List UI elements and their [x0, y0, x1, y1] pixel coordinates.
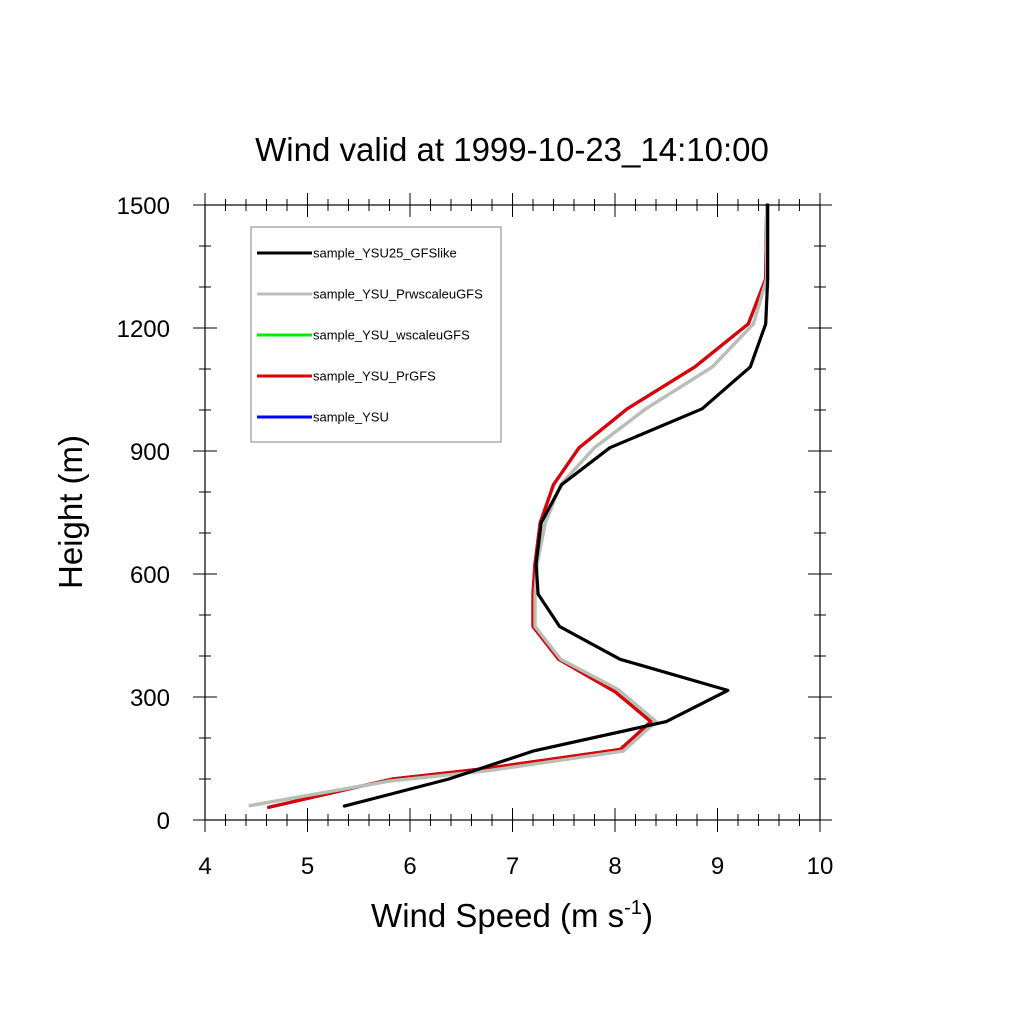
- y-tick-label: 900: [130, 439, 170, 466]
- x-tick-label: 5: [301, 853, 314, 880]
- x-tick-labels: 4 5 6 7 8 9 10: [198, 853, 833, 880]
- x-tick-label: 9: [711, 853, 724, 880]
- x-tick-label: 8: [608, 853, 621, 880]
- legend-items: sample_YSU25_GFSlike sample_YSU_Prwscaleu…: [257, 246, 483, 425]
- legend-label: sample_YSU_PrGFS: [313, 369, 436, 384]
- series-layer: [248, 203, 770, 809]
- y-tick-label: 600: [130, 562, 170, 589]
- legend: sample_YSU25_GFSlike sample_YSU_Prwscaleu…: [250, 226, 502, 443]
- chart-title: Wind valid at 1999-10-23_14:10:00: [255, 131, 769, 168]
- x-tick-label: 4: [198, 853, 211, 880]
- x-tick-label: 10: [807, 853, 834, 880]
- legend-label: sample_YSU: [313, 410, 389, 425]
- y-tick-label: 300: [130, 685, 170, 712]
- legend-label: sample_YSU_PrwscaleuGFS: [313, 287, 483, 302]
- x-axis-label-close: ): [642, 897, 653, 934]
- legend-label: sample_YSU_wscaleuGFS: [313, 328, 470, 343]
- x-axis-label-main: Wind Speed (m s: [371, 897, 624, 934]
- series-line-sample_YSU_PrGFS: [267, 203, 769, 809]
- plot-frame: [204, 204, 821, 821]
- series-line-sample_YSU25_GFSlike: [342, 203, 770, 808]
- y-axis-label: Height (m): [52, 435, 89, 589]
- x-tick-label: 7: [506, 853, 519, 880]
- y-tick-label: 0: [157, 808, 170, 835]
- legend-label: sample_YSU25_GFSlike: [313, 246, 457, 261]
- tick-layer: [193, 193, 832, 832]
- plot-area: [193, 193, 832, 832]
- x-axis-label: Wind Speed (m s-1): [371, 897, 653, 934]
- x-axis-label-superscript: -1: [624, 897, 642, 919]
- y-tick-labels: 0 300 600 900 1200 1500: [117, 193, 170, 835]
- y-tick-label: 1500: [117, 193, 170, 220]
- y-tick-label: 1200: [117, 316, 170, 343]
- x-tick-label: 6: [403, 853, 416, 880]
